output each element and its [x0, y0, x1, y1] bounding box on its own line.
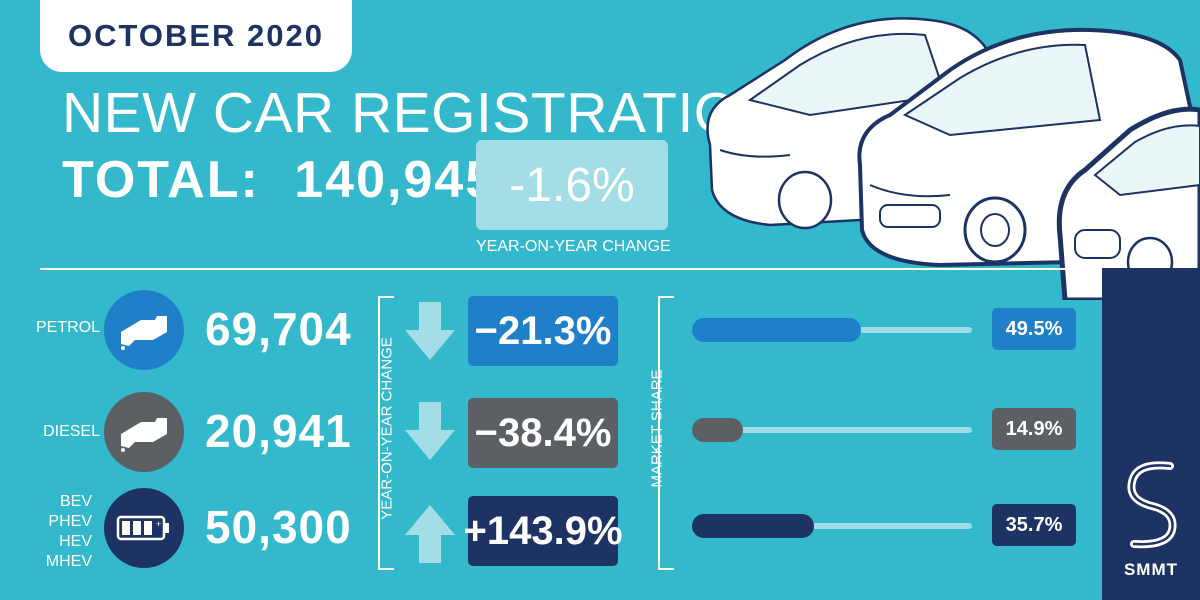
fuel-label-line: HEV	[59, 533, 92, 550]
battery-icon: +	[116, 515, 169, 541]
share-section-label: MARKET SHARE	[648, 369, 666, 488]
electrified-share-value: 35.7%	[992, 504, 1076, 546]
total-change-value: -1.6%	[509, 158, 635, 212]
fuel-nozzle-icon	[121, 418, 167, 452]
smmt-logo-icon	[1127, 461, 1177, 549]
petrol-icon-circle	[104, 290, 184, 370]
share-bracket	[658, 296, 674, 570]
fuel-label-electrified: BEV PHEV HEV MHEV	[28, 492, 92, 572]
electrified-icon-circle: +	[104, 488, 184, 568]
share-fill	[692, 418, 743, 442]
total-line: TOTAL: 140,945	[62, 150, 496, 210]
petrol-count: 69,704	[205, 303, 352, 355]
arrow-down-icon	[405, 402, 455, 460]
diesel-share-bar	[692, 418, 972, 442]
page-title: NEW CAR REGISTRATIONS	[62, 81, 819, 145]
petrol-share-value: 49.5%	[992, 308, 1076, 350]
yoy-section-label: YEAR-ON-YEAR CHANGE	[378, 337, 396, 520]
fuel-label-line: MHEV	[45, 553, 92, 570]
fuel-nozzle-icon	[121, 316, 167, 350]
cars-illustration-icon	[706, 17, 1200, 300]
arrow-up-icon	[405, 505, 455, 563]
fuel-label-petrol: PETROL	[28, 318, 100, 338]
brand-name: SMMT	[1123, 560, 1179, 579]
diesel-change: −38.4%	[468, 398, 618, 468]
fuel-label-diesel: DIESEL	[28, 422, 100, 442]
electrified-share-bar	[692, 514, 972, 538]
electrified-change: +143.9%	[463, 496, 623, 566]
arrow-down-icon	[405, 302, 455, 360]
petrol-share-bar	[692, 318, 972, 342]
share-fill	[692, 514, 814, 538]
divider	[40, 268, 1102, 270]
fuel-label-line: DIESEL	[43, 423, 100, 440]
total-label: TOTAL:	[62, 151, 260, 209]
fuel-label-line: PETROL	[35, 319, 100, 336]
total-change-box: -1.6%	[476, 140, 668, 230]
petrol-change: −21.3%	[468, 296, 618, 366]
diesel-count: 20,941	[205, 405, 352, 457]
month-label: OCTOBER 2020	[67, 18, 324, 53]
diesel-icon-circle	[104, 392, 184, 472]
share-track	[692, 523, 972, 529]
diesel-share-value: 14.9%	[992, 408, 1076, 450]
svg-text:+: +	[156, 519, 161, 529]
total-value: 140,945	[294, 151, 497, 209]
share-track	[692, 427, 972, 433]
total-change-caption: YEAR-ON-YEAR CHANGE	[476, 238, 671, 255]
electrified-count: 50,300	[205, 501, 352, 553]
brand-panel	[1102, 268, 1200, 600]
share-fill	[692, 318, 861, 342]
fuel-label-line: PHEV	[48, 513, 92, 530]
month-badge: OCTOBER 2020	[40, 0, 352, 72]
yoy-bracket	[378, 296, 394, 570]
fuel-label-line: BEV	[59, 493, 92, 510]
